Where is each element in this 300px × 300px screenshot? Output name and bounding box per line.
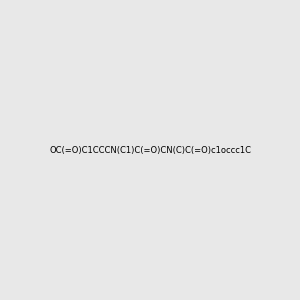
Text: OC(=O)C1CCCN(C1)C(=O)CN(C)C(=O)c1occc1C: OC(=O)C1CCCN(C1)C(=O)CN(C)C(=O)c1occc1C: [49, 146, 251, 154]
